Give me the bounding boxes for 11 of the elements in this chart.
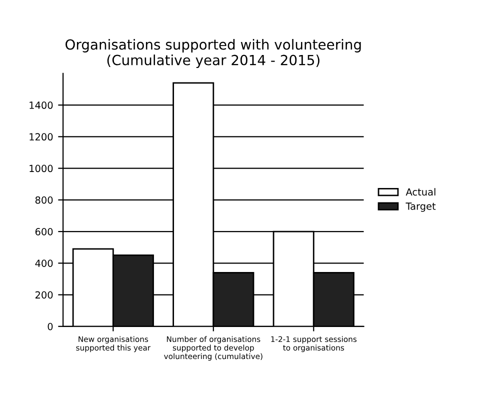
legend-label: Actual (406, 188, 436, 196)
y-tick-label: 1200 (30, 133, 53, 141)
y-tick-label: 200 (35, 291, 53, 299)
chart-title: Organisations supported with volunteering (Cumulative year 2014 - 2015) (66, 39, 361, 68)
y-tick-label: 1400 (30, 102, 53, 109)
y-tick-label: 400 (35, 260, 53, 267)
y-tick-label: 800 (35, 196, 53, 204)
y-tick-label: 600 (35, 228, 53, 236)
y-tick-label: 1000 (30, 164, 53, 172)
legend-label: Target (406, 202, 436, 212)
y-tick-label: 0 (48, 322, 53, 330)
